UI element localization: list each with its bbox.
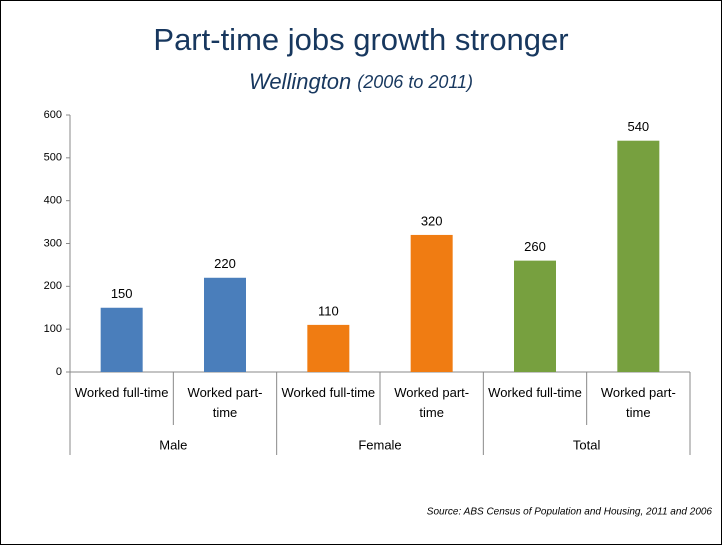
bar [410, 234, 453, 372]
value-label: 150 [111, 286, 133, 301]
subtitle: Wellington [249, 69, 351, 94]
y-tick-label: 500 [44, 152, 62, 164]
value-label: 320 [421, 213, 443, 228]
bar [307, 324, 350, 372]
x-tick-label: Worked full-time [74, 385, 169, 400]
value-label: 110 [318, 303, 339, 318]
chart-subtitle: Wellington (2006 to 2011) [249, 69, 473, 94]
y-tick-label: 600 [44, 109, 62, 121]
bar [617, 140, 660, 372]
y-tick-label: 100 [44, 323, 62, 335]
group-label: Male [159, 437, 187, 452]
source-note: Source: ABS Census of Population and Hou… [427, 507, 713, 518]
y-tick-label: 300 [44, 237, 62, 249]
y-tick-label: 0 [56, 366, 62, 378]
y-tick-label: 200 [44, 280, 62, 292]
y-tick-label: 400 [44, 195, 62, 207]
x-tick-label: Worked part-time [187, 385, 263, 420]
x-tick-label: Worked full-time [488, 385, 582, 400]
bar [514, 260, 556, 372]
value-label: 260 [524, 239, 546, 254]
group-label: Total [573, 437, 601, 452]
subtitle-note: (2006 to 2011) [357, 72, 473, 92]
x-tick-label: Worked full-time [281, 385, 376, 400]
value-label: 220 [214, 256, 236, 271]
bar [100, 307, 143, 372]
x-tick-label: Worked part-time [600, 385, 676, 420]
chart-title: Part-time jobs growth stronger [153, 22, 568, 57]
bar [204, 277, 246, 372]
x-tick-label: Worked part-time [394, 385, 470, 420]
value-label: 540 [627, 119, 649, 134]
group-label: Female [358, 437, 401, 452]
